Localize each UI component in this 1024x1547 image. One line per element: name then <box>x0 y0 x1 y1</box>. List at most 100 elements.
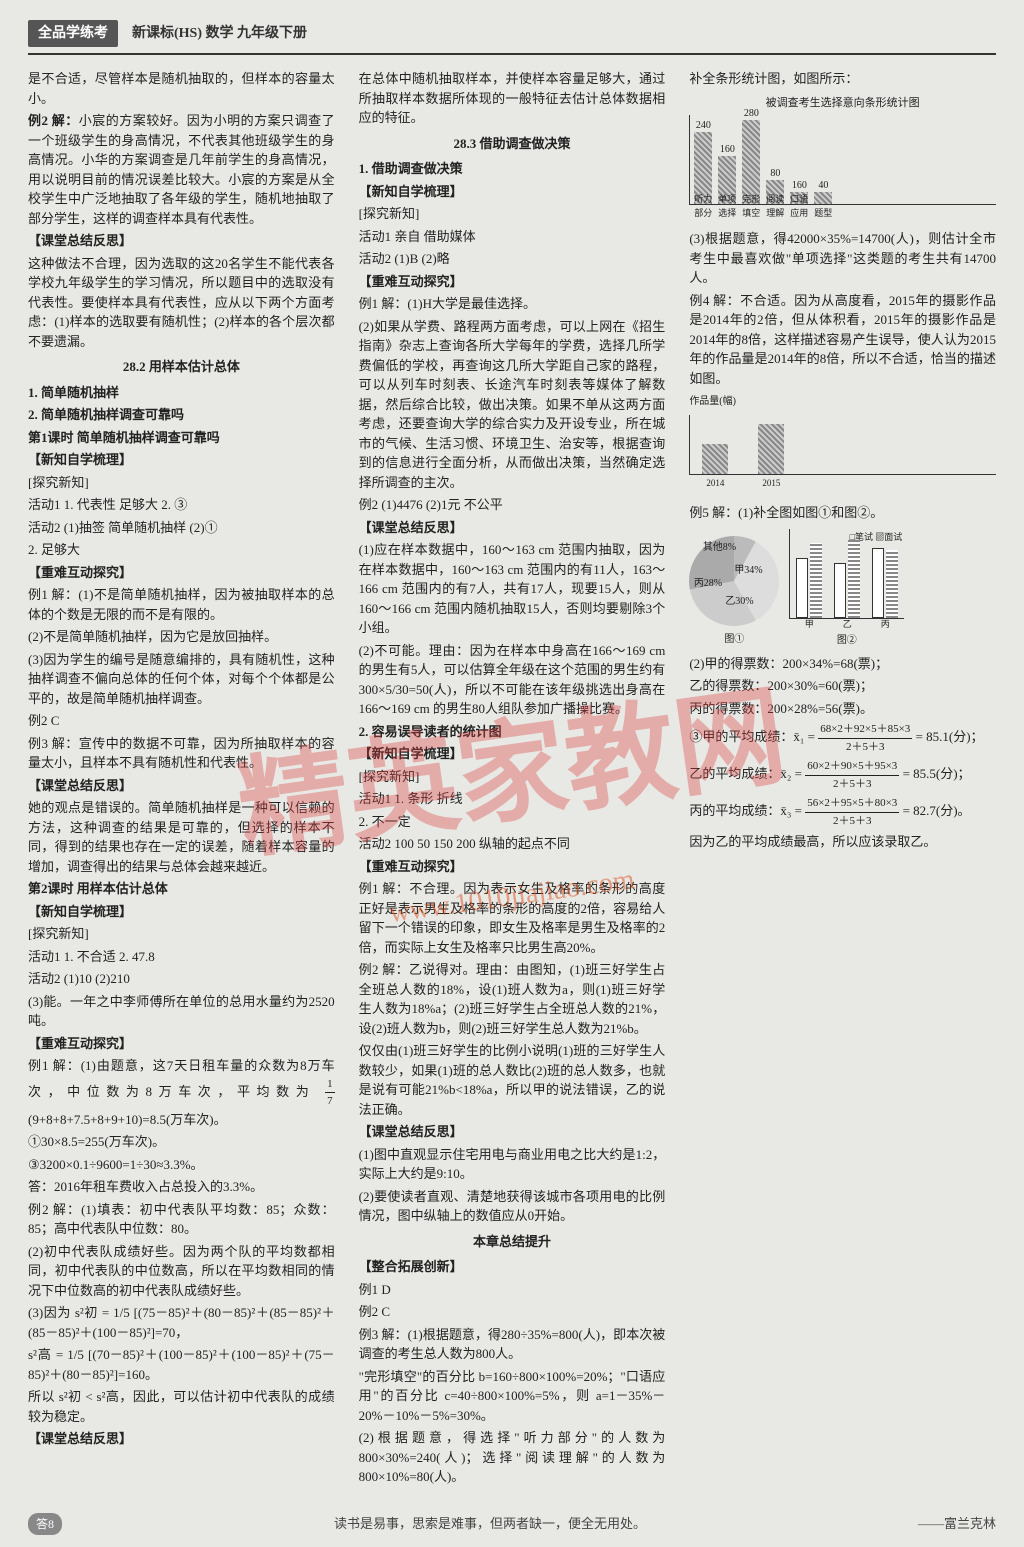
c2-s1h4: 【课堂总结反思】 <box>359 518 666 538</box>
c3-p2: (2)要使读者直观、清楚地获得该城市各项用电的比例情况，图中纵轴上的数值应从0开… <box>359 1187 666 1226</box>
c1-h-hard: 【重难互动探究】 <box>28 563 335 583</box>
chart1-bars: 240听力部分160单项选择280完形填空80阅读理解160口语应用40题型 <box>689 115 996 205</box>
c3-e5g: 丙的平均成绩：x̄₃ = 56×2＋95×5＋80×32＋5＋3 = 82.7(… <box>689 795 996 829</box>
c1-s2a2: 活动2 (1)10 (2)210 <box>28 969 335 989</box>
page-footer: 答8 读书是易事，思索是难事，但两者缺一，便全无用处。 ——富兰克林 <box>28 1513 996 1535</box>
c2-p3: 所以 s²初 < s²高，因此，可以估计初中代表队的成绩较为稳定。 <box>28 1387 335 1426</box>
page-number-badge: 答8 <box>28 1513 62 1535</box>
c1-p1: 是不合适，尽管样本是随机抽取的，但样本的容量太小。 <box>28 69 335 108</box>
c1-lesson1: 第1课时 简单随机抽样调查可靠吗 <box>28 428 335 448</box>
c3-e5h: 因为乙的平均成绩最高，所以应该录取乙。 <box>689 832 996 852</box>
c2-s1h2: [探究新知] <box>359 204 666 224</box>
c2-s2a3: 活动2 100 50 150 200 纵轴的起点不同 <box>359 834 666 854</box>
c3-e2: 例2 C <box>359 1302 666 1322</box>
c1-sub1: 1. 简单随机抽样 <box>28 383 335 403</box>
c3-e5b: (2)甲的得票数：200×34%=68(票)； <box>689 654 996 674</box>
pie-and-grouped: 甲34% 乙30% 丙28% 其他8% 图① □笔试 ▨面试 甲乙丙 图② <box>689 529 996 648</box>
c3-e1: 例1 D <box>359 1280 666 1300</box>
c3-e3e: (3)根据题意，得42000×35%=14700(人)，则估计全市考生中最喜欢做… <box>689 229 996 288</box>
c2-s2h2: [探究新知] <box>359 767 666 787</box>
page-header: 全品学练考 新课标(HS) 数学 九年级下册 <box>28 20 996 55</box>
c1-s2h2: [探究新知] <box>28 924 335 944</box>
c2-s2a1: 活动1 1. 条形 折线 <box>359 789 666 809</box>
header-subtitle: 新课标(HS) 数学 九年级下册 <box>132 23 307 44</box>
c1-s2e1d: ③3200×0.1÷9600=1÷30≈3.3%。 <box>28 1155 335 1175</box>
c1-r1: 她的观点是错误的。简单随机抽样是一种可以信赖的方法，这种调查的结果是可靠的，但选… <box>28 798 335 876</box>
c2-s1r1: (1)应在样本数据中，160～163 cm 范围内抽取，因为在样本数据中，160… <box>359 540 666 638</box>
c1-p2: 例2 解：小宸的方案较好。因为小明的方案只调查了一个班级学生的身高情况，不代表其… <box>28 111 335 228</box>
c1-e1: 例1 解：(1)不是简单随机抽样，因为被抽取样本的总体的个数是无限的而不是有限的… <box>28 585 335 624</box>
c3-h2: 【整合拓展创新】 <box>359 1257 666 1277</box>
c1-e1c: (3)因为学生的编号是随意编排的，具有随机性，这种抽样调查不偏向总体的任何个体，… <box>28 650 335 709</box>
c2-s1a1: 活动1 亲自 借助媒体 <box>359 227 666 247</box>
bar-chart-2: 作品量(幅) 20142015 <box>689 394 996 497</box>
c1-a3: 2. 足够大 <box>28 540 335 560</box>
c3-p1: (1)图中直观显示住宅用电与商业用电之比大约是1:2，实际上大约是9:10。 <box>359 1145 666 1184</box>
c2-r1: 在总体中随机抽取样本，并使样本容量足够大，通过所抽取样本数据所体现的一般特征去估… <box>359 69 666 128</box>
c1-e2: 例2 C <box>28 711 335 731</box>
footer-quote: 读书是易事，思索是难事，但两者缺一，便全无用处。 <box>334 1514 646 1534</box>
c1-a1: 活动1 1. 代表性 足够大 2. ③ <box>28 495 335 515</box>
c1-h3: 【课堂总结反思】 <box>28 231 335 251</box>
c3-e5c: 乙的得票数：200×30%=60(票)； <box>689 676 996 696</box>
c3-e4: 例4 解：不合适。因为从高度看，2015年的摄影作品是2014年的2倍，但从体积… <box>689 291 996 389</box>
c1-e3: 例3 解：宣传中的数据不可靠，因为所抽取样本的容量太小，且样本不具有随机性和代表… <box>28 734 335 773</box>
c3-e5e: ③甲的平均成绩：x̄₁ = 68×2＋92×5＋85×32＋5＋3 = 85.1… <box>689 721 996 755</box>
c3-e5f: 乙的平均成绩：x̄₂ = 60×2＋90×5＋95×32＋5＋3 = 85.5(… <box>689 758 996 792</box>
c2-h1: 【课堂总结反思】 <box>28 1429 335 1449</box>
c2-s2e1: 例1 解：不合理。因为表示女生及格率的条形的高度正好是表示男生及格率的条形的高度… <box>359 879 666 957</box>
c2-s1e2: 例2 (1)4476 (2)1元 不公平 <box>359 495 666 515</box>
c1-s2e2b: (2)初中代表队成绩好些。因为两个队的平均数都相同，初中代表队的中位数高，所以在… <box>28 1242 335 1301</box>
c2-s2e2b: 仅仅由(1)班三好学生的比例小说明(1)班的三好学生人数较少，如果(1)班的总人… <box>359 1041 666 1119</box>
c2-s1e1: 例1 解：(1)H大学是最佳选择。 <box>359 294 666 314</box>
c3-e3c: (2)根据题意，得选择"听力部分"的人数为800×30%=240(人)；选择"阅… <box>359 1428 666 1487</box>
c2-s1r2: (2)不可能。理由：因为在样本中身高在166～169 cm 的男生有5人，可以估… <box>359 641 666 719</box>
pie-chart: 甲34% 乙30% 丙28% 其他8% <box>689 536 779 626</box>
sec-28-3: 28.3 借助调查做决策 <box>359 134 666 154</box>
sec-28-2: 28.2 用样本估计总体 <box>28 357 335 377</box>
c2-p1: (3)因为 s²初 = 1/5 [(75－85)²＋(80－85)²＋(85－8… <box>28 1303 335 1342</box>
c3-e5d: 丙的得票数：200×28%=56(票)。 <box>689 699 996 719</box>
c3-e3d: 补全条形统计图，如图所示： <box>689 69 996 89</box>
c2-s1a2: 活动2 (1)B (2)略 <box>359 249 666 269</box>
c2-sub2: 2. 容易误导读者的统计图 <box>359 722 666 742</box>
c1-lesson2: 第2课时 用样本估计总体 <box>28 879 335 899</box>
c1-a2: 活动2 (1)抽签 简单随机抽样 (2)① <box>28 518 335 538</box>
c1-s2e1: 例1 解：(1)由题意，这7天日租车量的众数为8万车次，中位数为8万车次，平均数… <box>28 1056 335 1129</box>
c2-s1e1b: (2)如果从学费、路程两方面考虑，可以上网在《招生指南》杂志上查询各所大学每年的… <box>359 317 666 493</box>
c1-sub2: 2. 简单随机抽样调查可靠吗 <box>28 405 335 425</box>
c3-e5: 例5 解：(1)补全图如图①和图②。 <box>689 503 996 523</box>
c2-sub1: 1. 借助调查做决策 <box>359 159 666 179</box>
c1-s2e2: 例2 解：(1)填表：初中代表队平均数：85；众数：85；高中代表队中位数：80… <box>28 1200 335 1239</box>
c3-e3b: "完形填空"的百分比 b=160÷800×100%=20%；"口语应用"的百分比… <box>359 1367 666 1426</box>
c2-s2e2: 例2 解：乙说得对。理由：由图知，(1)班三好学生占全班总人数的18%，设(1)… <box>359 960 666 1038</box>
page-container: 全品学练考 新课标(HS) 数学 九年级下册 是不合适，尽管样本是随机抽取的，但… <box>0 0 1024 1529</box>
c1-h-new: 【新知自学梳理】 <box>28 450 335 470</box>
c3-h1: 【课堂总结反思】 <box>359 1122 666 1142</box>
bar-chart-1: 被调查考生选择意向条形统计图 240听力部分160单项选择280完形填空80阅读… <box>689 95 996 224</box>
brand-logo: 全品学练考 <box>28 20 118 47</box>
c1-s2e1c: ①30×8.5=255(万车次)。 <box>28 1132 335 1152</box>
c2-p2: s²高 = 1/5 [(70－85)²＋(100－85)²＋(100－85)²＋… <box>28 1345 335 1384</box>
content-columns: 是不合适，尽管样本是随机抽取的，但样本的容量太小。 例2 解：小宸的方案较好。因… <box>28 69 996 1489</box>
footer-author: ——富兰克林 <box>918 1514 996 1534</box>
c2-s1h1: 【新知自学梳理】 <box>359 182 666 202</box>
c1-p3: 这种做法不合理，因为选取的这20名学生不能代表各学校九年级学生的学习情况，所以题… <box>28 254 335 352</box>
chart2-bars: 20142015 <box>689 415 996 475</box>
chart1-title: 被调查考生选择意向条形统计图 <box>689 95 996 112</box>
c2-s1h3: 【重难互动探究】 <box>359 272 666 292</box>
c1-s2a1: 活动1 1. 不合适 2. 47.8 <box>28 947 335 967</box>
c1-explore: [探究新知] <box>28 473 335 493</box>
c2-s2h3: 【重难互动探究】 <box>359 857 666 877</box>
c1-e1b: (2)不是简单随机抽样，因为它是放回抽样。 <box>28 627 335 647</box>
c1-s2h1: 【新知自学梳理】 <box>28 902 335 922</box>
c2-s2h1: 【新知自学梳理】 <box>359 744 666 764</box>
c3-e3: 例3 解：(1)根据题意，得280÷35%=800(人)，即本次被调查的考生总人… <box>359 1325 666 1364</box>
c1-h-reflect: 【课堂总结反思】 <box>28 776 335 796</box>
c1-s2a3: (3)能。一年之中李师傅所在单位的总用水量约为2520吨。 <box>28 992 335 1031</box>
c1-s2h3: 【重难互动探究】 <box>28 1034 335 1054</box>
grouped-bar-chart: □笔试 ▨面试 甲乙丙 <box>789 529 904 619</box>
c2-s2a2: 2. 不一定 <box>359 812 666 832</box>
chapter-summary: 本章总结提升 <box>359 1232 666 1252</box>
c1-s2e1e: 答：2016年租车费收入占总投入的3.3%。 <box>28 1177 335 1197</box>
